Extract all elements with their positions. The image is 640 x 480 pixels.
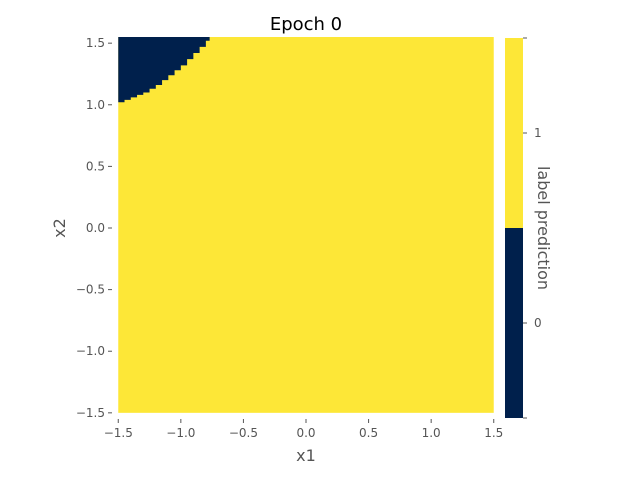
y-axis-ticks: −1.5 −1.0 −0.5 0.0 0.5 1.0 1.5 xyxy=(76,36,112,420)
chart-title: Epoch 0 xyxy=(270,14,342,35)
y-tick-label: 0.5 xyxy=(86,159,105,173)
plot-area xyxy=(118,37,494,413)
y-tick-label: −1.0 xyxy=(76,344,105,358)
x-tick-label: −0.5 xyxy=(229,426,258,440)
y-axis-label: x2 xyxy=(50,218,69,238)
x-tick-label: 1.5 xyxy=(484,426,503,440)
colorbar-segment-1 xyxy=(505,38,523,228)
x-tick-label: 0.0 xyxy=(296,426,315,440)
y-tick-label: −0.5 xyxy=(76,283,105,297)
class-1-region xyxy=(118,37,494,413)
x-tick-label: −1.0 xyxy=(166,426,195,440)
colorbar-segment-0 xyxy=(505,228,523,418)
y-tick-label: 1.5 xyxy=(86,36,105,50)
x-tick-label: 0.5 xyxy=(359,426,378,440)
colorbar-label: label prediction xyxy=(534,166,553,290)
y-tick-label: 0.0 xyxy=(86,221,105,235)
y-tick-label: 1.0 xyxy=(86,98,105,112)
x-axis-ticks: −1.5 −1.0 −0.5 0.0 0.5 1.0 1.5 xyxy=(104,419,503,440)
colorbar-tick-label: 1 xyxy=(534,126,542,140)
colorbar-tick-label: 0 xyxy=(534,316,542,330)
class-0-region xyxy=(118,37,210,103)
x-axis-label: x1 xyxy=(296,446,316,465)
y-tick-label: −1.5 xyxy=(76,406,105,420)
colorbar: 01 xyxy=(505,37,542,419)
x-tick-label: −1.5 xyxy=(104,426,133,440)
x-tick-label: 1.0 xyxy=(422,426,441,440)
